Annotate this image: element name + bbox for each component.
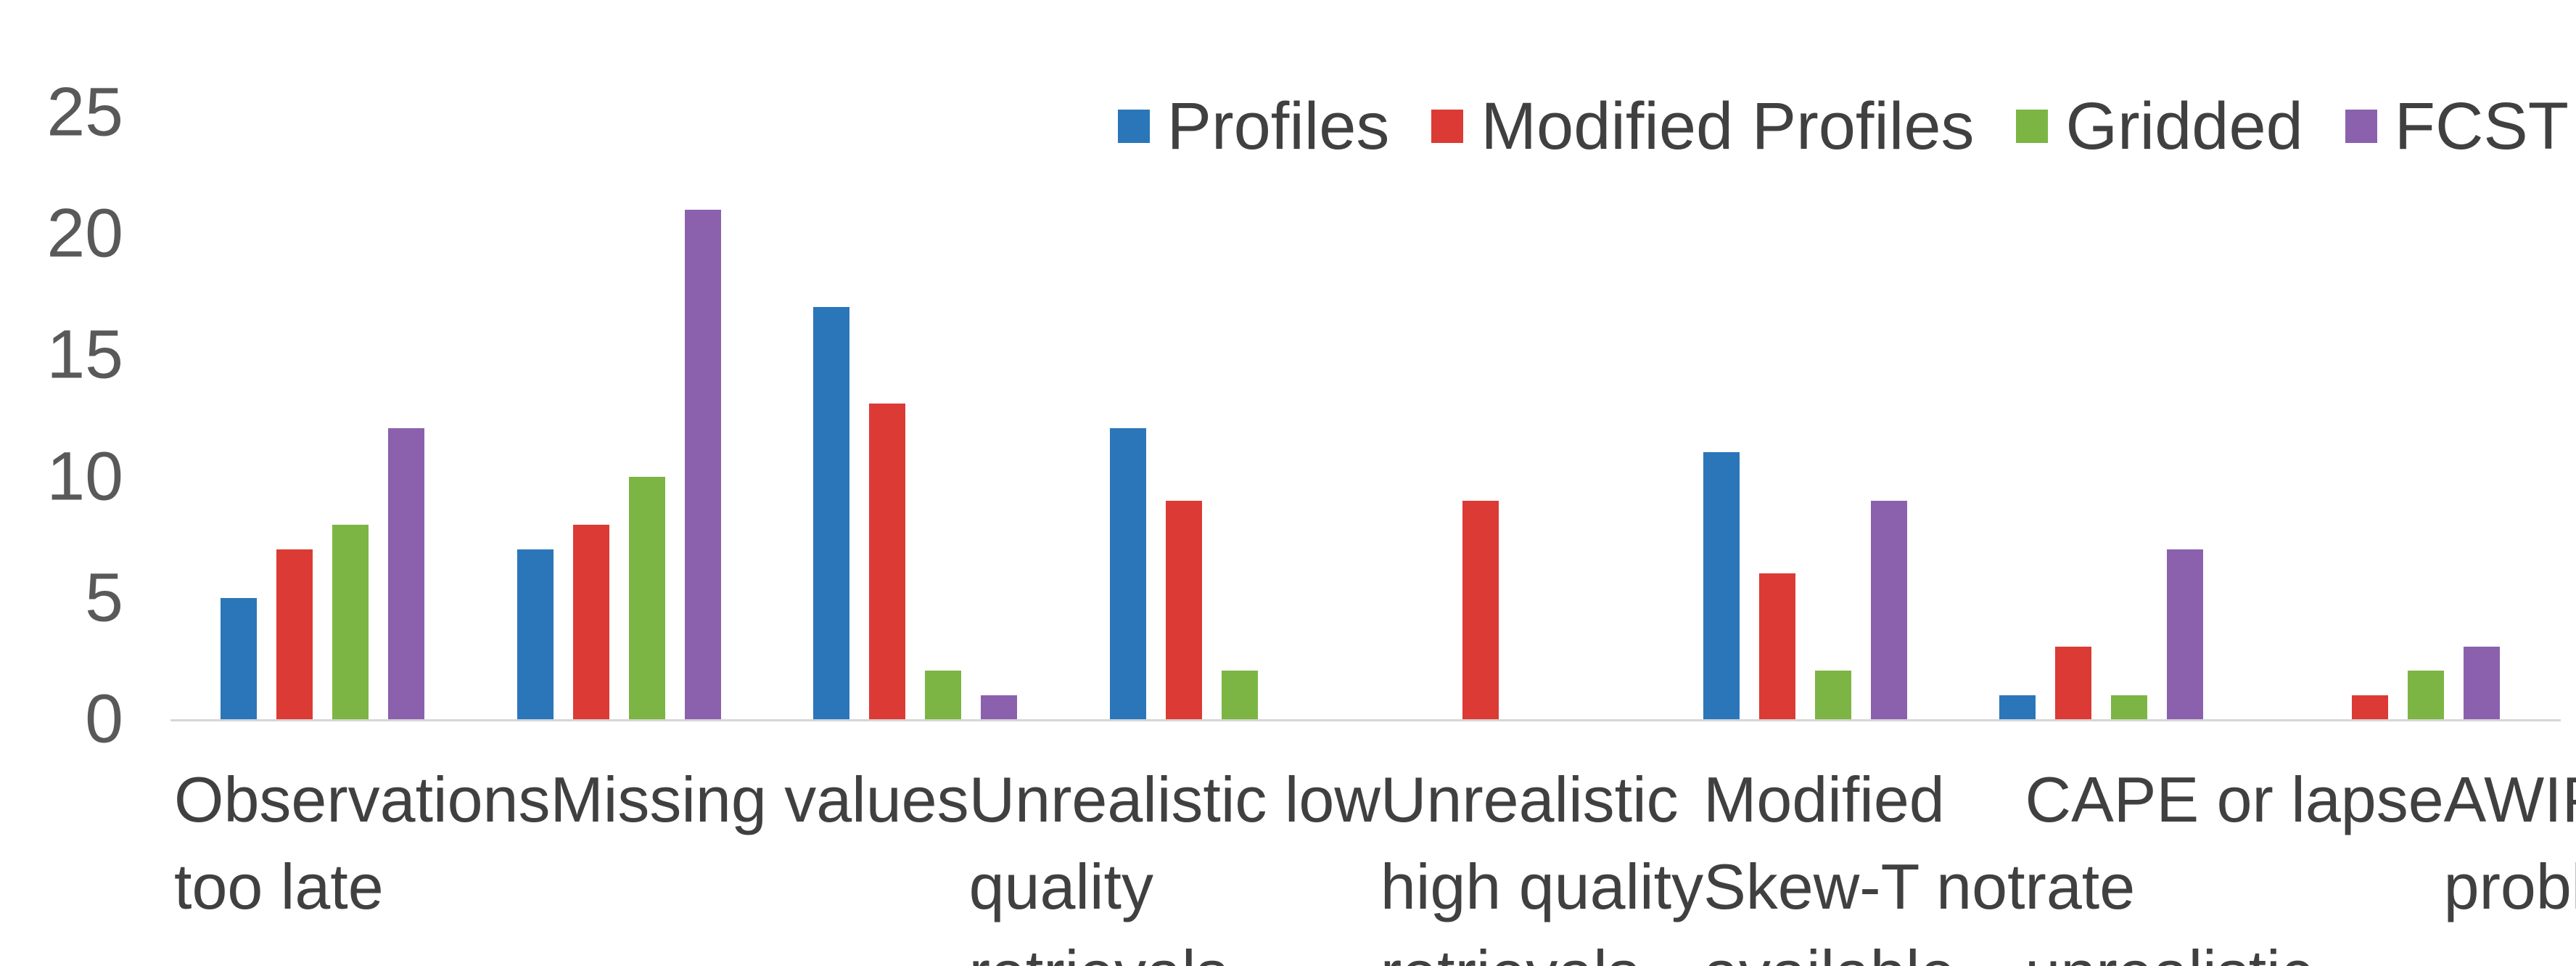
- x-axis-line: [170, 719, 2561, 721]
- bar-profiles: [220, 597, 257, 719]
- category-label-line: unrealistic: [2025, 930, 2444, 966]
- bar-group: [768, 112, 1064, 719]
- category-label: Missing values: [550, 756, 968, 966]
- legend-swatch-icon: [2016, 110, 2049, 143]
- legend-item-modified-profiles: Modified Profiles: [1431, 93, 1974, 160]
- category-cell: Missing values: [550, 756, 968, 966]
- legend-label: Gridded: [2065, 89, 2303, 163]
- category-label-line: AWIPS display: [2443, 764, 2576, 835]
- bar-group: [1360, 112, 1657, 719]
- bar-modified-profiles: [572, 525, 609, 719]
- bar-fcst: [684, 209, 721, 719]
- bar-profiles: [517, 549, 554, 719]
- bar-group: [2250, 112, 2546, 719]
- category-label-line: Skew-T not: [1703, 850, 2025, 922]
- y-tick-label: 25: [46, 73, 123, 151]
- bar-fcst: [981, 695, 1018, 719]
- legend-label: Profiles: [1166, 89, 1390, 163]
- y-tick-label: 20: [46, 195, 123, 272]
- bar-gridded: [2111, 695, 2148, 719]
- category-label-line: Observations: [174, 764, 551, 835]
- bar-fcst: [2464, 646, 2501, 719]
- category-cell: AWIPS display problem: [2444, 756, 2576, 966]
- category-label-line: Unrealistic: [1380, 764, 1679, 835]
- y-tick-label: 10: [46, 438, 123, 515]
- category-label-line: Modified: [1703, 764, 1945, 835]
- bar-group: [174, 112, 471, 719]
- category-label-line: retrievals: [969, 930, 1380, 966]
- bar-gridded: [1222, 671, 1259, 719]
- category-label-line: retrievals: [1380, 930, 1703, 966]
- bar-profiles: [813, 306, 850, 719]
- plot-area: [174, 112, 2546, 719]
- category-label: AWIPS display problem: [2444, 756, 2576, 966]
- bar-gridded: [628, 476, 665, 719]
- legend-label: FCST: [2394, 89, 2569, 163]
- bar-fcst: [1870, 501, 1907, 719]
- category-cell: CAPE or lapse rate unrealistic: [2025, 756, 2444, 966]
- bar-group: [1657, 112, 1954, 719]
- bar-group: [471, 112, 768, 719]
- bar-fcst: [2167, 549, 2204, 719]
- category-label-line: Unrealistic low: [968, 764, 1380, 835]
- bar-modified-profiles: [1758, 573, 1795, 719]
- bar-gridded: [2408, 671, 2445, 719]
- category-cell: Modified Skew-T not available: [1703, 756, 2025, 966]
- y-tick-label: 0: [85, 680, 123, 758]
- category-label: Observations too late: [174, 756, 550, 966]
- category-cell: Unrealistic low quality retrievals: [969, 756, 1380, 966]
- category-cell: Unrealistic high quality retrievals: [1380, 756, 1703, 966]
- category-label: Unrealistic high quality retrievals: [1380, 756, 1703, 966]
- legend-swatch-icon: [1431, 110, 1464, 143]
- legend-item-gridded: Gridded: [2016, 93, 2303, 160]
- legend-swatch-icon: [2345, 110, 2377, 143]
- bar-gridded: [1814, 671, 1851, 719]
- category-label: Unrealistic low quality retrievals: [969, 756, 1380, 966]
- category-label: CAPE or lapse rate unrealistic: [2025, 756, 2444, 966]
- bar-group: [1063, 112, 1360, 719]
- bar-modified-profiles: [2055, 646, 2092, 719]
- legend-item-profiles: Profiles: [1117, 89, 1390, 163]
- category-label-line: high quality: [1380, 850, 1704, 922]
- category-label-line: Missing values: [550, 764, 969, 835]
- bar-gridded: [925, 671, 962, 719]
- bar-fcst: [387, 427, 424, 719]
- category-label-line: problem: [2443, 850, 2576, 922]
- bar-modified-profiles: [276, 549, 313, 719]
- legend-item-fcst: FCST: [2345, 93, 2569, 160]
- bar-modified-profiles: [869, 404, 906, 719]
- y-tick-label: 5: [85, 559, 123, 637]
- bar-modified-profiles: [2352, 695, 2389, 719]
- x-axis-labels: Observations too late Missing values Unreal…: [174, 756, 2576, 966]
- bar-profiles: [1999, 695, 2036, 719]
- category-cell: Observations too late: [174, 756, 550, 966]
- bar-modified-profiles: [1166, 501, 1203, 719]
- category-label-line: CAPE or lapse: [2025, 764, 2444, 835]
- bar-profiles: [1703, 452, 1740, 719]
- legend-label: Modified Profiles: [1481, 89, 1975, 163]
- bar-profiles: [1110, 427, 1147, 719]
- bar-gridded: [332, 525, 369, 719]
- category-label-line: rate: [2025, 850, 2136, 922]
- bar-group: [1954, 112, 2250, 719]
- category-label-line: too late: [174, 850, 384, 922]
- bar-modified-profiles: [1462, 501, 1499, 719]
- chart-legend: Profiles Modified Profiles Gridded FCST: [1117, 89, 2569, 163]
- legend-swatch-icon: [1117, 110, 1150, 143]
- category-label-line: quality: [968, 850, 1153, 922]
- category-label-line: available: [1703, 930, 2025, 966]
- y-tick-label: 15: [46, 316, 123, 393]
- category-label: Modified Skew-T not available: [1703, 756, 2025, 966]
